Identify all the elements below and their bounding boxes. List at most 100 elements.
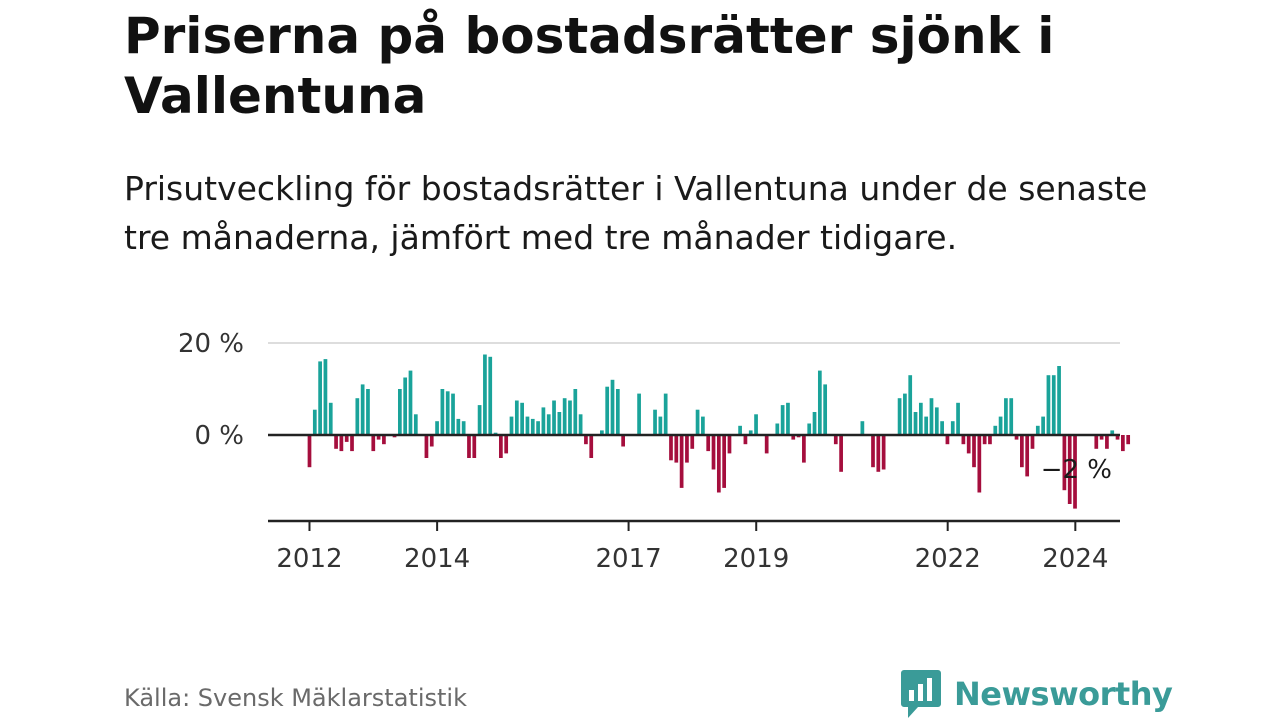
- last-value-label: −2 %: [1041, 455, 1112, 485]
- bar: [1025, 435, 1030, 477]
- bar: [499, 435, 503, 458]
- bar: [860, 421, 865, 435]
- bar: [956, 402, 960, 435]
- bar: [546, 414, 551, 435]
- x-tick-label: 2014: [404, 544, 470, 574]
- bar: [817, 370, 822, 435]
- bar: [615, 389, 620, 435]
- bar: [1067, 435, 1072, 504]
- bar: [323, 359, 328, 435]
- bar: [525, 416, 530, 435]
- chart-title: Priserna på bostadsrätter sjönk i Vallen…: [124, 7, 1055, 125]
- x-tick-label: 2017: [595, 544, 661, 574]
- bar: [701, 416, 705, 435]
- bar: [695, 409, 700, 435]
- bar: [1115, 435, 1120, 440]
- y-tick-label: 0 %: [194, 421, 244, 451]
- bar: [663, 393, 668, 435]
- bar: [451, 393, 455, 435]
- bar: [1030, 435, 1035, 449]
- bar: [360, 384, 365, 435]
- bar: [1105, 435, 1109, 449]
- bar: [764, 435, 769, 454]
- bar: [1099, 435, 1104, 440]
- bar: [382, 435, 386, 445]
- bar: [541, 407, 546, 435]
- bar: [600, 430, 604, 435]
- bar: [536, 421, 540, 435]
- bar: [339, 435, 344, 452]
- bar: [1126, 435, 1131, 445]
- bar: [328, 402, 333, 435]
- bar: [1046, 375, 1051, 435]
- bar: [398, 389, 402, 435]
- bar: [876, 435, 881, 472]
- bar: [1051, 375, 1056, 435]
- bar: [355, 398, 360, 435]
- bar-layer: [307, 354, 1131, 509]
- bar: [961, 435, 966, 445]
- bar: [685, 435, 689, 463]
- x-tick-label: 2022: [915, 544, 981, 574]
- y-tick-label: 20 %: [178, 329, 244, 359]
- bar: [908, 375, 913, 435]
- bar: [918, 402, 923, 435]
- bar: [690, 435, 695, 449]
- bar: [658, 416, 663, 435]
- bar: [467, 435, 471, 458]
- bar: [982, 435, 987, 445]
- bar: [435, 421, 439, 435]
- bar: [483, 354, 487, 435]
- bar: [429, 435, 434, 447]
- bar: [562, 398, 567, 435]
- bar-chart: 20 % 0 % 2012 2014 2017 2019 2022 2024 −2 %: [178, 329, 1131, 574]
- bar: [350, 435, 354, 452]
- bar: [573, 389, 578, 435]
- bar: [929, 398, 934, 435]
- bar: [706, 435, 711, 452]
- bar: [1094, 435, 1099, 449]
- bar: [653, 409, 657, 435]
- x-tick-label: 2019: [723, 544, 789, 574]
- bar: [738, 425, 742, 435]
- axis-layer: 20 % 0 % 2012 2014 2017 2019 2022 2024 −2 %: [178, 329, 1120, 574]
- bar: [1121, 435, 1125, 452]
- bar: [488, 356, 493, 435]
- bar: [530, 418, 535, 435]
- bar: [966, 435, 971, 454]
- bar: [722, 435, 727, 488]
- bar: [754, 414, 758, 435]
- bar: [833, 435, 838, 445]
- bar: [823, 384, 828, 435]
- bar: [1014, 435, 1019, 440]
- bar: [913, 412, 918, 435]
- bar: [403, 377, 408, 435]
- bar: [472, 435, 477, 458]
- bar: [557, 412, 562, 435]
- bar: [871, 435, 875, 468]
- bar: [940, 421, 944, 435]
- bar: [727, 435, 732, 454]
- bar: [1062, 435, 1067, 491]
- bar: [802, 435, 806, 463]
- bar: [669, 435, 673, 461]
- bar: [312, 409, 317, 435]
- bar: [504, 435, 509, 454]
- bar: [791, 435, 796, 440]
- bar: [1073, 435, 1077, 509]
- bar: [1110, 430, 1115, 435]
- bar: [605, 386, 610, 435]
- bar: [716, 435, 721, 493]
- bar: [440, 389, 445, 435]
- bar: [1004, 398, 1008, 435]
- bar: [610, 379, 615, 435]
- bar: [514, 400, 519, 435]
- bar: [924, 416, 929, 435]
- bar: [568, 400, 572, 435]
- bar: [679, 435, 684, 488]
- bar: [1057, 366, 1061, 435]
- newsworthy-logo[interactable]: Newsworthy: [900, 668, 1173, 720]
- bar: [408, 370, 413, 435]
- bar: [950, 421, 955, 435]
- bar: [520, 402, 524, 435]
